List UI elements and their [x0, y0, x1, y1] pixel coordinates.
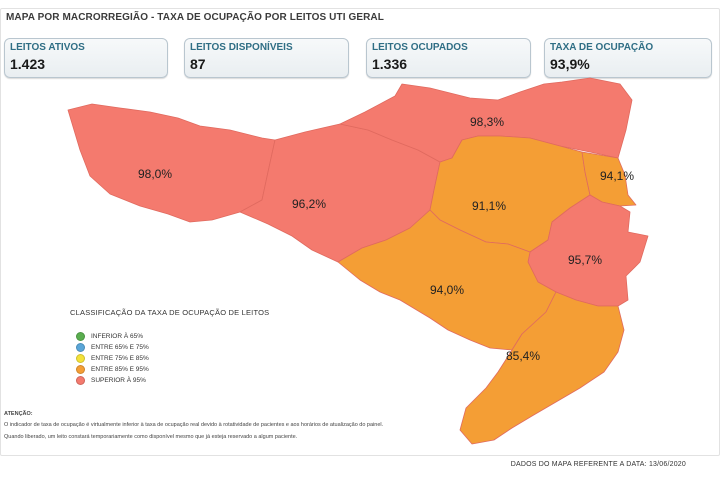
legend-label: ENTRE 85% E 95%: [91, 366, 149, 373]
kpi-value: 87: [190, 56, 206, 72]
legend-swatch: [76, 365, 85, 374]
region-serra-catarinense[interactable]: [337, 209, 557, 351]
region-label-foz-itajai: 94,1%: [600, 169, 634, 183]
legend-item: INFERIOR À 65%: [76, 331, 269, 342]
legend-item: ENTRE 75% E 85%: [76, 353, 269, 364]
legend: CLASSIFICAÇÃO DA TAXA DE OCUPAÇÃO DE LEI…: [70, 308, 269, 386]
note-heading: ATENÇÃO:: [4, 411, 33, 417]
legend-label: ENTRE 65% E 75%: [91, 344, 149, 351]
kpi-value: 1.336: [372, 56, 408, 72]
kpi-label: LEITOS OCUPADOS: [372, 42, 468, 53]
kpi-value: 93,9%: [550, 56, 590, 72]
region-label-planalto-norte: 98,3%: [470, 115, 504, 129]
region-label-vale-itajai: 91,1%: [472, 199, 506, 213]
region-label-grande-florianopolis: 95,7%: [568, 253, 602, 267]
legend-swatch: [76, 343, 85, 352]
legend-item: SUPERIOR À 95%: [76, 375, 269, 386]
kpi-leitos-disponiveis: LEITOS DISPONÍVEIS 87: [184, 38, 349, 78]
legend-item: ENTRE 65% E 75%: [76, 342, 269, 353]
note-line-2: Quando liberado, um leito constará tempo…: [4, 434, 298, 440]
legend-swatch: [76, 376, 85, 385]
kpi-leitos-ocupados: LEITOS OCUPADOS 1.336: [366, 38, 531, 78]
kpi-label: LEITOS DISPONÍVEIS: [190, 42, 293, 53]
legend-title: CLASSIFICAÇÃO DA TAXA DE OCUPAÇÃO DE LEI…: [70, 308, 270, 317]
region-sul[interactable]: [459, 291, 625, 445]
legend-item: ENTRE 85% E 95%: [76, 364, 269, 375]
kpi-label: LEITOS ATIVOS: [10, 42, 85, 53]
kpi-label: TAXA DE OCUPAÇÃO: [550, 42, 654, 53]
legend-label: SUPERIOR À 95%: [91, 377, 146, 384]
kpi-leitos-ativos: LEITOS ATIVOS 1.423: [4, 38, 168, 78]
map-title: MAPA POR MACRORREGIÃO - TAXA DE OCUPAÇÃO…: [6, 12, 384, 23]
region-foz-itajai[interactable]: [581, 151, 637, 207]
kpi-taxa-ocupacao: TAXA DE OCUPAÇÃO 93,9%: [544, 38, 712, 78]
region-label-serra-catarinense: 94,0%: [430, 283, 464, 297]
legend-label: ENTRE 75% E 85%: [91, 355, 149, 362]
kpi-value: 1.423: [10, 56, 46, 72]
data-date-footer: DADOS DO MAPA REFERENTE A DATA: 13/06/20…: [510, 461, 686, 468]
region-oeste[interactable]: [67, 103, 276, 223]
note-line-1: O indicador de taxa de ocupação é virtua…: [4, 422, 384, 428]
legend-label: INFERIOR À 65%: [91, 333, 144, 340]
legend-swatch: [76, 354, 85, 363]
region-label-sul: 85,4%: [506, 349, 540, 363]
region-label-oeste: 98,0%: [138, 167, 172, 181]
legend-swatch: [76, 332, 85, 341]
region-label-meio-oeste: 96,2%: [292, 197, 326, 211]
